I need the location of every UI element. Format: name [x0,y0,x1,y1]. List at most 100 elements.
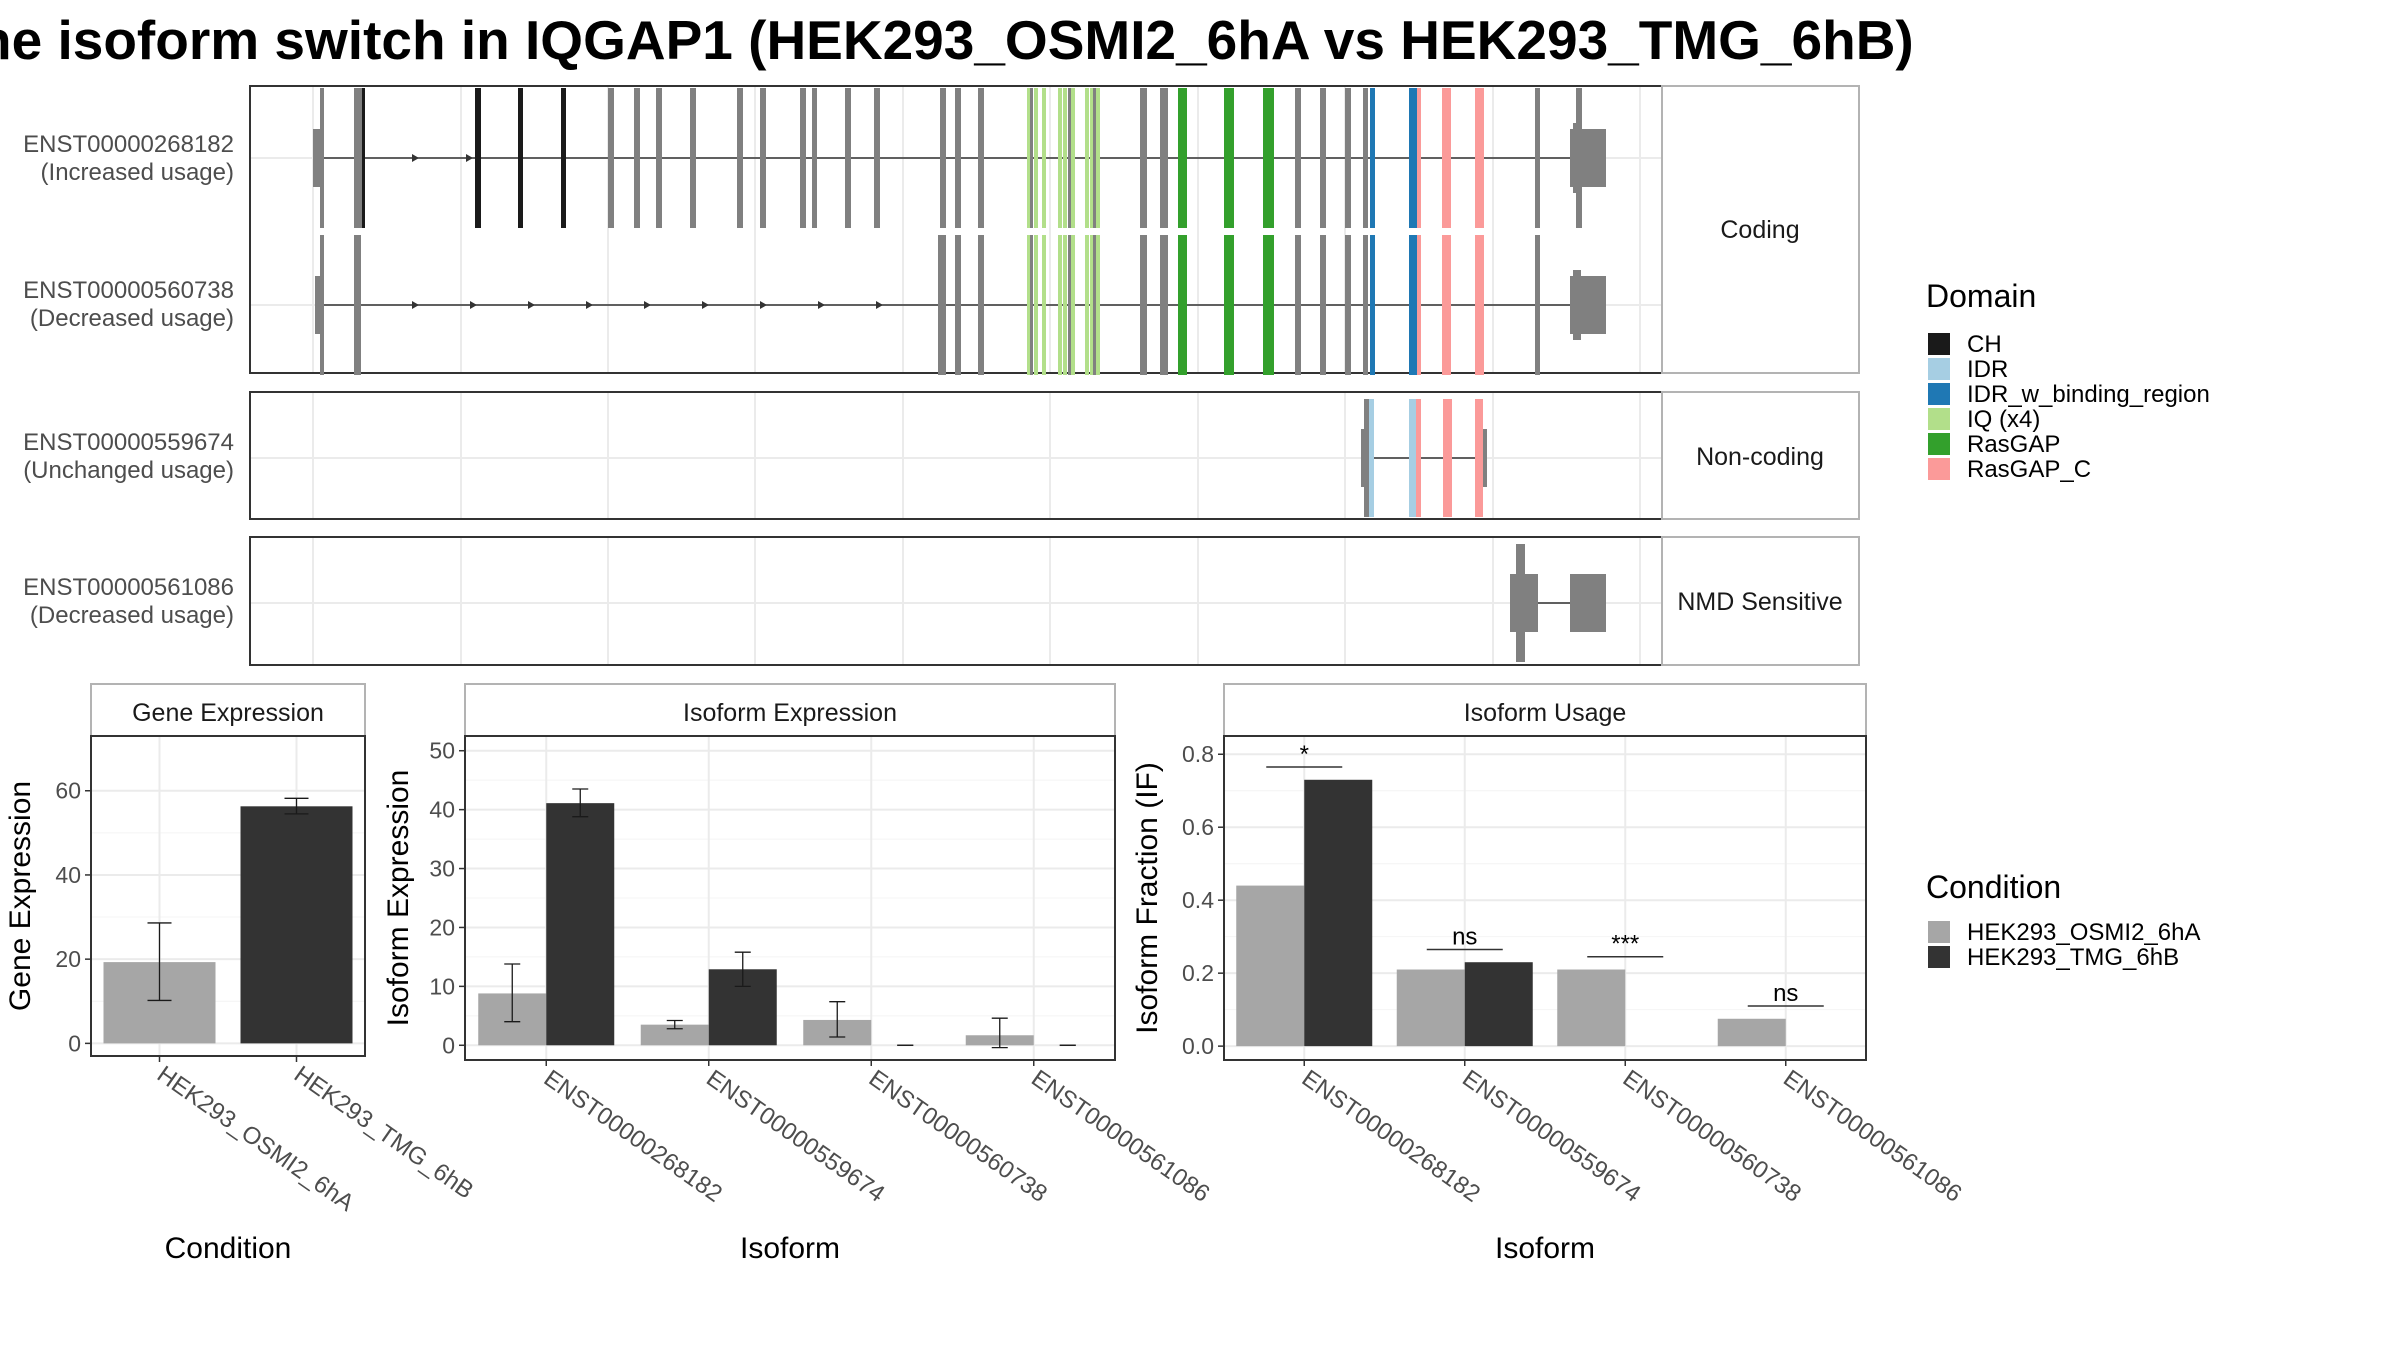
bar [1304,779,1373,1047]
transcript-label-id: ENST00000560738 [23,277,234,304]
exon [1042,88,1046,228]
direction-arrow [760,301,767,309]
strip-label-coding: Coding [1720,216,1799,244]
bar [1396,969,1465,1047]
strip-label-nmd: NMD Sensitive [1677,588,1842,616]
bar [1464,962,1533,1047]
exon [1027,88,1031,228]
x-axis-label: Condition [165,1232,292,1265]
plot-border [464,735,1116,1061]
x-tick-label: ENST00000561086 [1026,1065,1214,1208]
y-tick-label: 0.8 [1182,741,1214,767]
exon [608,88,614,228]
exon [1409,88,1417,228]
plot-border [90,735,366,1057]
exon [760,88,766,228]
exon [1345,235,1351,375]
exon [1063,88,1067,228]
exon [1535,235,1540,375]
x-axis-label: Isoform [1495,1232,1595,1265]
y-axis-label: Gene Expression [4,781,37,1011]
significance-label: * [1300,741,1309,768]
exon [1409,235,1417,375]
chart-strip [90,683,366,737]
exon [561,88,566,228]
exon [1417,235,1421,375]
exon [1295,88,1301,228]
legend-label: RasGAP_C [1967,456,2091,483]
x-axis-label: Isoform [740,1232,840,1265]
structure-panel-nmd [249,536,1663,666]
direction-arrow [818,301,825,309]
significance-label: *** [1611,931,1639,958]
x-tick-label: ENST00000559674 [701,1065,889,1208]
exon [1027,235,1031,375]
exon [1417,88,1421,228]
chart-title: Isoform Expression [683,699,897,727]
exon [1030,235,1033,375]
isoform-expression-chart: Isoform Expression 0 10 20 30 40 50 ENST0000026… [382,683,1215,1265]
exon [1475,88,1484,228]
exon [1443,399,1452,517]
exon [955,88,961,228]
transcript-label-usage: (Increased usage) [41,159,234,186]
exon [1090,88,1094,228]
exon [1295,235,1301,375]
y-tick-label: 0.4 [1182,887,1214,913]
legend-swatch [1928,946,1950,968]
direction-arrow [466,154,473,162]
y-tick-label: 30 [429,856,455,882]
exon [978,88,984,228]
y-tick-label: 0.2 [1182,960,1214,986]
legend-label: IQ (x4) [1967,406,2040,433]
exon [354,88,362,228]
legend-swatch [1928,383,1950,405]
exon [812,88,817,228]
exon [362,88,365,228]
exon [1140,88,1147,228]
exon [1409,399,1416,517]
x-tick-label: ENST00000561086 [1778,1065,1966,1208]
y-axis-label: Isoform Expression [382,770,415,1027]
legend-label: HEK293_OSMI2_6hA [1967,919,2200,946]
exon [1093,88,1096,228]
exon [1071,88,1075,228]
exon [1085,235,1089,375]
exon [634,88,640,228]
transcript-label-usage: (Decreased usage) [30,602,234,629]
direction-arrow [702,301,709,309]
transcript-label-id: ENST00000561086 [23,574,234,601]
direction-arrow [528,301,535,309]
transcript-structures [313,88,1606,662]
y-tick-label: 20 [55,946,81,972]
exon [1475,399,1483,517]
exon [1442,88,1451,228]
exon [1085,88,1089,228]
y-tick-label: 0 [442,1032,455,1058]
exon [1068,235,1071,375]
y-tick-label: 60 [55,778,81,804]
direction-arrow [412,301,419,309]
exon [1224,235,1234,375]
exon [978,235,984,375]
x-tick-label: ENST00000560738 [864,1065,1052,1208]
exon [1042,235,1046,375]
exon [1442,235,1451,375]
exon [1573,270,1581,340]
exon [1160,235,1168,375]
exon [955,235,961,375]
exon [1178,88,1187,228]
exon [320,88,324,228]
exon [940,88,946,228]
exon [1140,235,1147,375]
direction-arrow [876,301,883,309]
legend-label: HEK293_TMG_6hB [1967,944,2179,971]
y-tick-label: 0 [68,1030,81,1056]
y-tick-label: 40 [55,862,81,888]
bar [1557,969,1626,1047]
exon [656,88,662,228]
